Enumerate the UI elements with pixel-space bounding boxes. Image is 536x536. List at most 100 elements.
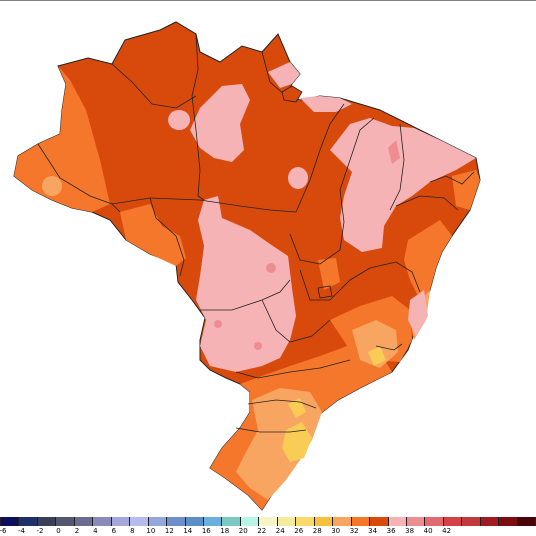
colorbar-swatch [406, 517, 426, 526]
state-border-amapa [261, 51, 287, 97]
colorbar-tick-labels: -6 -4 -2 0 2 4 6 8 10 12 14 16 18 20 22 24 26 28 30 32 34 36 3… [0, 527, 536, 536]
colorbar-swatch [443, 517, 463, 526]
zone-24-26-mg [352, 320, 398, 368]
state-border-northeast-small [429, 171, 475, 185]
zone-22-24-parana [288, 398, 306, 418]
colorbar-tick-label: 38 [405, 527, 415, 535]
state-border-acre [37, 143, 121, 213]
colorbar-tick-label: 18 [220, 527, 230, 535]
marajo-island [281, 85, 303, 103]
colorbar-swatch [462, 517, 481, 526]
colorbar-swatch [277, 517, 297, 526]
colorbar-swatch [499, 517, 518, 526]
colorbar-swatches [0, 517, 536, 526]
colorbar-swatch [425, 517, 444, 526]
state-border-piaui-ceara [389, 123, 405, 211]
state-border-goias-mg [299, 261, 421, 301]
zone-30-32-mato-grosso [196, 196, 296, 372]
colorbar-swatch [37, 517, 57, 526]
state-border-sc-rs [235, 427, 307, 433]
colorbar-swatch [351, 517, 371, 526]
colorbar-tick-label: -4 [17, 527, 25, 535]
colorbar-tick-label: 12 [164, 527, 174, 535]
colorbar-tick-label: 10 [146, 527, 156, 535]
state-borders [37, 33, 475, 433]
zone-32-34-spot-d [214, 320, 222, 328]
zone-30-32-para-spot [288, 167, 308, 189]
state-border-ms-sp [261, 299, 331, 343]
colorbar-swatch [130, 517, 149, 526]
colorbar-swatch [185, 517, 204, 526]
colorbar-swatch [56, 517, 75, 526]
colorbar-tick-label: 0 [56, 527, 61, 535]
state-border-rondonia [149, 197, 185, 277]
colorbar-tick-label: 28 [312, 527, 322, 535]
colorbar-swatch [167, 517, 186, 526]
colorbar-swatch [222, 517, 241, 526]
zone-26-28-bahia [404, 220, 452, 300]
colorbar-swatch [314, 517, 334, 526]
colorbar-swatch [517, 517, 536, 526]
zone-32-34-spot-b [266, 263, 276, 273]
colorbar-tick-label: 2 [74, 527, 80, 535]
colorbar-tick-label: 30 [331, 527, 341, 535]
state-border-sp-pr [235, 359, 351, 379]
brazil-temperature-map [13, 21, 481, 511]
colorbar-tick-label: 6 [111, 527, 117, 535]
colorbar-swatch [111, 517, 131, 526]
colorbar-swatch [19, 517, 38, 526]
zone-30-32-northeast [330, 118, 476, 252]
colorbar-tick-label: 24 [275, 527, 285, 535]
state-border-pr-sc [247, 399, 317, 409]
colorbar-swatch [480, 517, 500, 526]
colorbar-swatch [333, 517, 352, 526]
colorbar-swatch [370, 517, 389, 526]
zone-24-26-south [236, 388, 322, 500]
colorbar-tick-label: 40 [423, 527, 433, 535]
colorbar-tick-label: 34 [368, 527, 378, 535]
state-border-amazonas-south [111, 197, 297, 213]
colorbar-swatch [240, 517, 260, 526]
colorbar-tick-label: -2 [36, 527, 44, 535]
colorbar-swatch [74, 517, 94, 526]
zone-30-32-amazon-spot [168, 110, 190, 130]
colorbar-swatch [93, 517, 112, 526]
zone-30-32-maranhao-coast [300, 96, 352, 112]
top-border [0, 0, 536, 1]
zone-30-32-amapa [268, 62, 300, 88]
colorbar-swatch [296, 517, 315, 526]
colorbar-tick-label: -6 [0, 527, 7, 535]
zone-30-32-para [190, 84, 250, 162]
zone-24-26-acre-spot [42, 176, 62, 196]
colorbar-swatch [259, 517, 278, 526]
state-border-bahia-north [395, 195, 459, 211]
colorbar-tick-label: 22 [257, 527, 267, 535]
colorbar-tick-label: 32 [349, 527, 359, 535]
state-border-amazonas-para [191, 33, 205, 201]
zone-32-34-spot-c [254, 342, 262, 350]
zone-26-28-rondonia [120, 204, 186, 266]
zone-30-32-goias-spot [408, 290, 428, 336]
colorbar-swatch [203, 517, 223, 526]
colorbar-tick-label: 36 [386, 527, 396, 535]
state-border-df [317, 285, 333, 299]
colorbar-swatch [388, 517, 407, 526]
zone-26-28-northeast-coast [452, 170, 480, 210]
state-border-para-tocantins [295, 103, 345, 213]
colorbar-tick-label: 14 [183, 527, 193, 535]
temperature-colorbar: -6 -4 -2 0 2 4 6 8 10 12 14 16 18 20 22 24 26 28 30 32 34 36 3… [0, 517, 536, 536]
colorbar-swatch [0, 517, 20, 526]
colorbar-tick-label: 8 [130, 527, 135, 535]
colorbar-swatch [148, 517, 168, 526]
colorbar-tick-label: 20 [238, 527, 248, 535]
state-border-mg-rj [375, 343, 403, 351]
zone-26-28-goias [318, 258, 340, 290]
colorbar-tick-label: 26 [294, 527, 304, 535]
state-border-tocantins-east [289, 159, 351, 265]
state-border-roraima [111, 63, 197, 109]
colorbar-tick-label: 16 [201, 527, 211, 535]
zone-22-24-mg [368, 346, 386, 366]
zone-32-34-spot-a [388, 140, 400, 164]
colorbar-tick-label: 42 [442, 527, 452, 535]
colorbar-tick-label: 4 [93, 527, 98, 535]
